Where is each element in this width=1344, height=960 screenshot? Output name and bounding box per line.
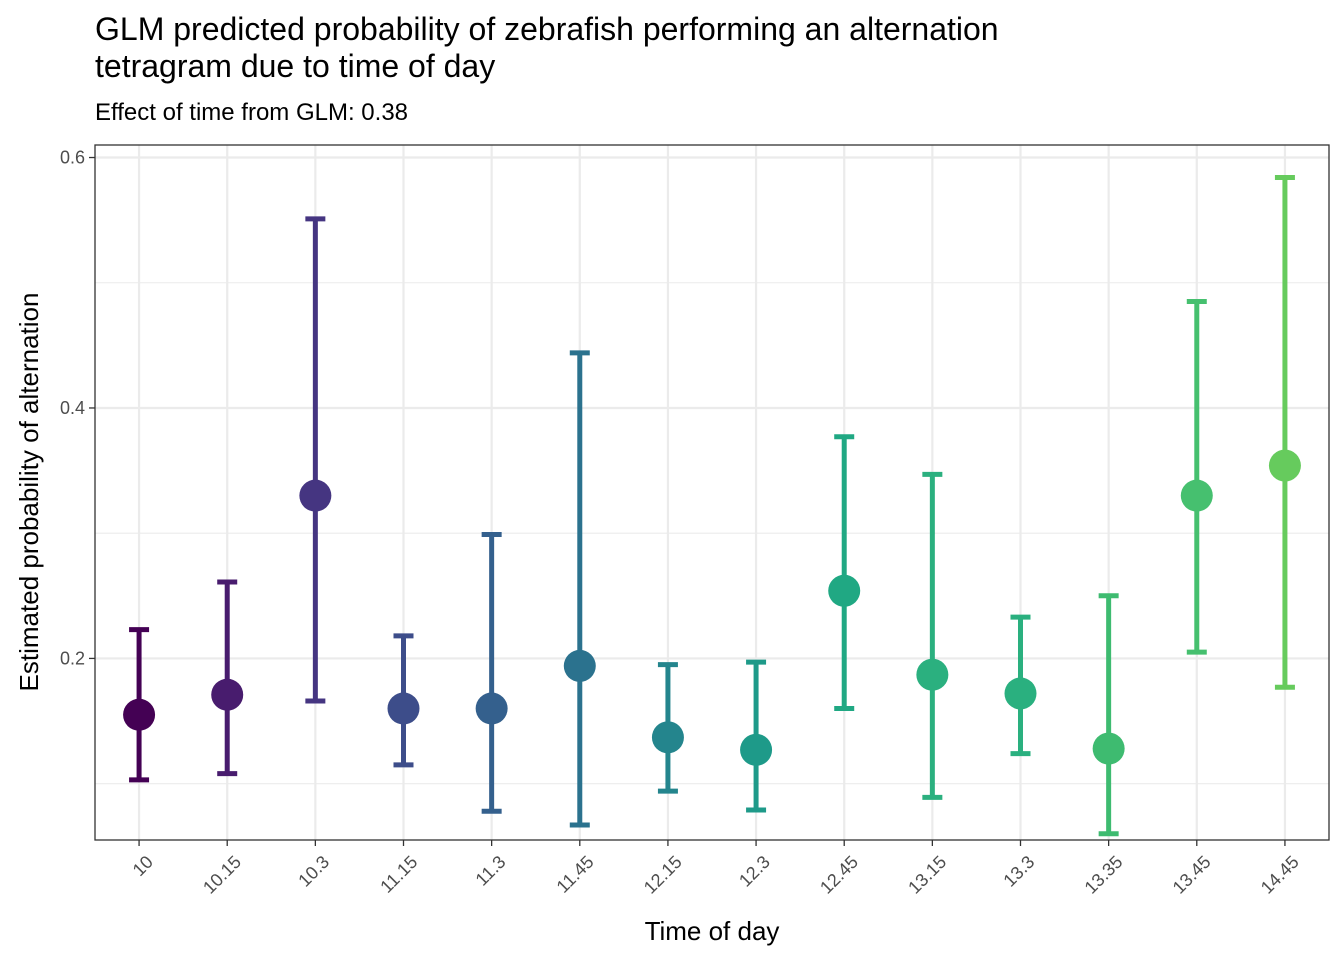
estimate-point bbox=[123, 698, 156, 731]
estimate-point bbox=[916, 658, 949, 691]
estimate-point bbox=[1180, 479, 1213, 512]
plot-border bbox=[94, 144, 1330, 841]
estimate-point bbox=[387, 692, 420, 725]
plot-background bbox=[95, 145, 1329, 840]
y-tick-label: 0.4 bbox=[60, 398, 85, 418]
x-tick-label: 11.45 bbox=[553, 852, 598, 897]
x-tick-label: 13.15 bbox=[904, 852, 950, 898]
estimate-point bbox=[475, 692, 508, 725]
x-tick-label: 13.45 bbox=[1169, 852, 1215, 898]
y-axis: 0.2 0.4 0.6 bbox=[60, 148, 95, 668]
x-axis-title: Time of day bbox=[645, 916, 780, 946]
estimate-point bbox=[1268, 449, 1301, 482]
estimate-point bbox=[740, 733, 773, 766]
x-axis: 10 10.15 10.3 11.15 11.3 11.45 12.15 12.3 12.45 1… bbox=[129, 840, 1303, 898]
y-tick-label: 0.2 bbox=[60, 648, 85, 668]
x-tick-label: 10 bbox=[129, 852, 157, 880]
x-tick-label: 10.15 bbox=[199, 852, 245, 898]
estimate-point bbox=[1004, 677, 1037, 710]
y-axis-title: Estimated probability of alternation bbox=[14, 293, 44, 692]
x-tick-label: 13.3 bbox=[999, 852, 1038, 891]
x-tick-label: 12.45 bbox=[816, 852, 862, 898]
estimate-point bbox=[211, 678, 244, 711]
x-tick-label: 12.15 bbox=[640, 852, 686, 898]
y-tick-label: 0.6 bbox=[60, 148, 85, 168]
estimate-point bbox=[1092, 732, 1125, 765]
points bbox=[123, 449, 1301, 766]
x-tick-label: 13.35 bbox=[1081, 852, 1127, 898]
x-tick-label: 10.3 bbox=[294, 852, 333, 891]
x-tick-label: 11.3 bbox=[472, 852, 510, 890]
x-tick-label: 11.15 bbox=[376, 852, 421, 897]
chart-subtitle: Effect of time from GLM: 0.38 bbox=[95, 99, 408, 126]
estimate-point bbox=[563, 649, 596, 682]
estimate-point bbox=[299, 479, 332, 512]
chart-title-line-1: GLM predicted probability of zebrafish p… bbox=[95, 11, 999, 47]
x-tick-label: 14.45 bbox=[1257, 852, 1303, 898]
chart-title-line-2: tetragram due to time of day bbox=[95, 48, 495, 84]
estimate-point bbox=[828, 574, 861, 607]
x-tick-label: 12.3 bbox=[735, 852, 774, 891]
estimate-point bbox=[651, 721, 684, 754]
